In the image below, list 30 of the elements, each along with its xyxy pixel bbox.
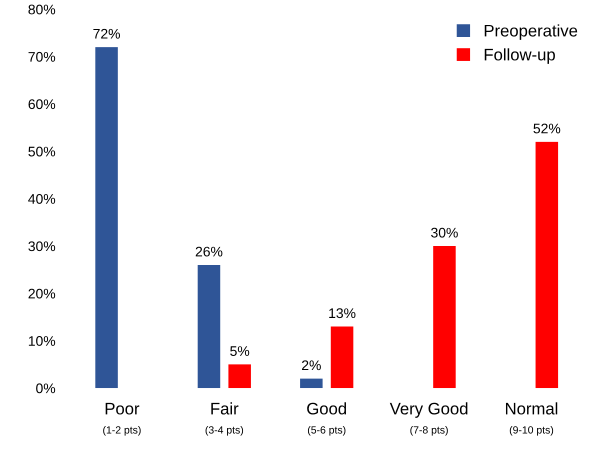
data-label: 30% — [431, 228, 458, 238]
y-tick-label: 60% — [28, 99, 56, 110]
y-tick-label: 30% — [28, 241, 56, 252]
bar — [228, 364, 251, 388]
y-tick-label: 10% — [28, 336, 56, 346]
x-tick-label: Normal (9-10 pts) — [506, 402, 558, 436]
x-tick-label: Poor (1-2 pts) — [103, 402, 141, 436]
y-tick-label: 40% — [28, 194, 56, 204]
y-tick-label: 50% — [28, 146, 56, 156]
y-tick-label: 0% — [36, 383, 56, 394]
y-tick-label: 80% — [28, 4, 56, 14]
data-label: 72% — [93, 28, 120, 39]
data-label: 13% — [329, 308, 356, 318]
bar — [433, 246, 456, 388]
y-tick-label: 70% — [28, 52, 56, 62]
bar — [198, 264, 220, 388]
x-tick-label: Good (5-6 pts) — [307, 402, 346, 436]
legend-label: Preoperative — [484, 24, 578, 40]
bar — [95, 47, 118, 388]
bar — [300, 378, 323, 388]
bar — [330, 326, 354, 388]
data-label: 52% — [533, 124, 560, 134]
legend-label: Follow-up — [484, 48, 555, 64]
x-tick-label: Fair (3-4 pts) — [206, 402, 244, 436]
y-tick-label: 20% — [28, 288, 56, 299]
data-label: 5% — [230, 346, 250, 356]
data-label: 2% — [302, 360, 321, 370]
bar — [536, 142, 558, 388]
data-label: 26% — [196, 246, 222, 257]
x-tick-label: Very Good (7-8 pts) — [390, 402, 468, 436]
